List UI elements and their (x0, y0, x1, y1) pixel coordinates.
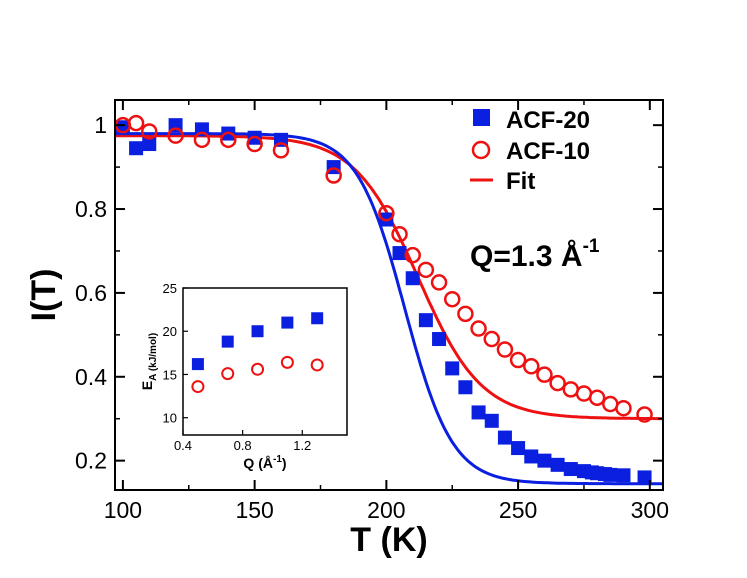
point-acf-10 (523, 358, 540, 375)
point-acf-10 (246, 135, 263, 153)
point-acf-10 (378, 204, 395, 222)
y-tick-label: 0.8 (75, 196, 107, 222)
inset-x-tick-label: 0.8 (234, 438, 252, 453)
y-axis-label: I(T) (25, 269, 63, 322)
point-acf-10 (443, 290, 461, 308)
x-tick-label: 250 (499, 497, 537, 523)
point-acf-20 (458, 380, 473, 395)
point-acf-20 (445, 361, 460, 376)
inset-x-tick-label: 1.2 (293, 438, 311, 453)
point-acf-10 (588, 389, 606, 406)
point-acf-10 (193, 131, 211, 149)
point-acf-20 (616, 468, 631, 483)
point-acf-20 (418, 313, 433, 328)
point-acf-10 (167, 127, 184, 144)
point-acf-10 (391, 225, 408, 243)
legend-label-acf-10: ACF-10 (506, 138, 590, 165)
x-axis-label: T (K) (350, 521, 427, 559)
inset-markers (191, 312, 324, 394)
inset-plot: 0.4 0.8 1.2 10 15 20 25 Q (Å-1) EA (kJ/mol) (139, 281, 348, 471)
point-acf-10 (141, 123, 158, 140)
point-acf-10 (562, 381, 580, 398)
point-acf-20 (497, 430, 512, 445)
inset-point-square (191, 358, 204, 371)
inset-point-square (221, 335, 234, 348)
svg-text:Q=1.3 Å-1: Q=1.3 Å-1 (470, 236, 600, 273)
point-acf-10 (430, 274, 448, 291)
q-annotation-text: Q=1.3 Å (470, 240, 583, 273)
x-tick-label: 150 (235, 497, 273, 523)
inset-point-circle (280, 355, 294, 369)
y-tick-label: 0.4 (75, 364, 107, 390)
point-acf-10 (325, 167, 342, 184)
point-acf-10 (457, 305, 474, 323)
inset-point-circle (191, 380, 205, 394)
point-acf-20 (405, 271, 420, 286)
q-annotation: Q=1.3 Å-1 (470, 236, 600, 273)
point-acf-10 (509, 351, 527, 369)
point-acf-20 (524, 449, 539, 464)
y-tick-label: 0.2 (75, 448, 107, 474)
inset-y-tick-label: 15 (163, 367, 177, 382)
point-acf-20 (432, 332, 447, 347)
inset-axis-ticks: 0.4 0.8 1.2 10 15 20 25 (163, 281, 312, 453)
inset-point-square (251, 325, 264, 338)
point-acf-10 (470, 320, 487, 337)
y-tick-label: 1 (94, 112, 107, 138)
inset-point-circle (251, 362, 265, 376)
legend-marker-acf-10 (471, 140, 491, 160)
inset-y-tick-label: 20 (163, 324, 177, 339)
point-acf-20 (129, 141, 144, 156)
inset-point-circle (310, 358, 324, 372)
point-acf-20 (142, 137, 157, 152)
inset-y-tick-label: 25 (163, 281, 177, 296)
x-tick-label: 100 (104, 497, 142, 523)
point-acf-20 (637, 470, 652, 485)
point-acf-10 (536, 366, 553, 383)
point-acf-10 (615, 399, 632, 417)
inset-point-circle (221, 367, 235, 381)
point-acf-10 (272, 142, 290, 159)
inset-x-tick-label: 0.4 (174, 438, 192, 453)
point-acf-10 (575, 385, 593, 402)
x-tick-label: 200 (367, 497, 405, 523)
legend-label-fit: Fit (506, 168, 535, 195)
point-acf-10 (602, 395, 619, 413)
point-acf-20 (537, 453, 552, 468)
point-acf-10 (636, 406, 653, 423)
axis-ticks: 100 150 200 250 300 0.2 0.4 0.6 0.8 1 (75, 100, 669, 523)
inset-y-axis-label: EA (kJ/mol) (139, 333, 159, 390)
point-acf-20 (563, 462, 578, 477)
point-acf-20 (550, 457, 565, 472)
point-acf-10 (496, 341, 514, 358)
y-tick-label: 0.6 (75, 280, 107, 306)
inset-frame (182, 287, 348, 436)
point-acf-10 (417, 261, 435, 279)
point-acf-10 (549, 374, 566, 392)
inset-point-square (311, 312, 324, 325)
legend: ACF-20 ACF-10 Fit (470, 107, 590, 195)
inset-point-square (281, 316, 294, 329)
data-markers (114, 114, 653, 485)
q-annotation-superscript: -1 (583, 236, 600, 257)
point-acf-20 (603, 467, 618, 482)
x-tick-label: 300 (631, 497, 669, 523)
point-acf-10 (127, 114, 145, 132)
point-acf-10 (483, 330, 500, 348)
inset-y-tick-label: 10 (163, 411, 177, 426)
point-acf-20 (392, 246, 407, 261)
main-plot: 100 150 200 250 300 0.2 0.4 0.6 0.8 1 T (K) I(T) (25, 99, 669, 559)
point-acf-20 (471, 405, 486, 420)
legend-marker-acf-20 (473, 109, 490, 126)
point-acf-10 (220, 131, 237, 149)
point-acf-20 (511, 441, 526, 456)
inset-x-axis-label: Q (Å-1) (243, 454, 286, 471)
point-acf-10 (404, 246, 421, 264)
plot-frame (114, 99, 664, 491)
legend-label-acf-20: ACF-20 (506, 107, 590, 134)
point-acf-20 (484, 413, 499, 428)
